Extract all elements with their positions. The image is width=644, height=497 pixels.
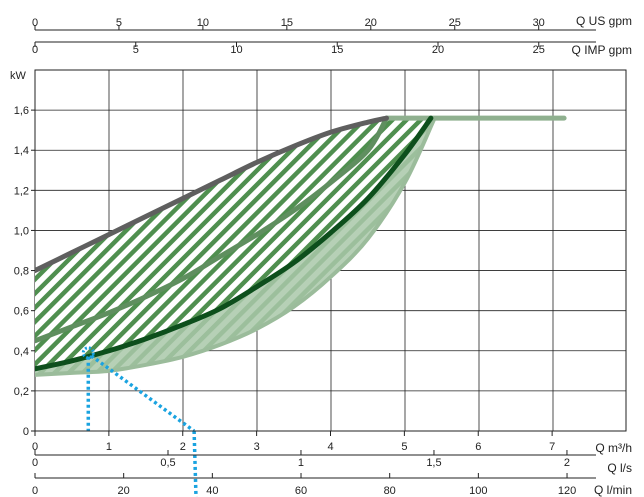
x-tick-label: 7 bbox=[549, 441, 555, 453]
x-tick-label: 100 bbox=[469, 485, 487, 497]
x-tick-label: 0 bbox=[32, 441, 38, 453]
x-tick-label: 0 bbox=[32, 485, 38, 497]
axis-unit-label: Q US gpm bbox=[576, 14, 632, 28]
y-tick-label: 0,4 bbox=[14, 346, 29, 358]
series-main-curve bbox=[35, 115, 434, 372]
x-tick-label: 5 bbox=[401, 441, 407, 453]
x-tick-label: 10 bbox=[197, 17, 209, 29]
x-tick-label: 15 bbox=[331, 44, 343, 56]
y-tick-label: 0,8 bbox=[14, 266, 29, 278]
series-inner-boundary bbox=[35, 115, 389, 344]
marker-layer bbox=[81, 346, 196, 431]
x-tick-label: 20 bbox=[365, 17, 377, 29]
y-tick-label: 1,6 bbox=[14, 105, 29, 117]
x-tick-label: 120 bbox=[558, 485, 576, 497]
y-axis-label: kW bbox=[10, 70, 27, 82]
x-tick-label: 1,5 bbox=[426, 457, 441, 469]
axis-unit-label: Q IMP gpm bbox=[572, 43, 632, 57]
lower-band-fill bbox=[35, 118, 435, 375]
series-layer bbox=[35, 115, 567, 377]
x-tick-label: 3 bbox=[254, 441, 260, 453]
x-tick-label: 60 bbox=[295, 485, 307, 497]
x-tick-label: 5 bbox=[116, 17, 122, 29]
y-tick-label: 0,2 bbox=[14, 386, 29, 398]
x-tick-label: 0 bbox=[32, 17, 38, 29]
x-tick-label: 0 bbox=[32, 44, 38, 56]
x-tick-label: 25 bbox=[533, 44, 545, 56]
x-tick-label: 0,5 bbox=[160, 457, 175, 469]
x-tick-label: 10 bbox=[230, 44, 242, 56]
x-tick-label: 1 bbox=[298, 457, 304, 469]
x-tick-label: 1 bbox=[106, 441, 112, 453]
y-tick-label: 1,2 bbox=[14, 185, 29, 197]
marker-leader-line-ext bbox=[192, 430, 198, 497]
axis-unit-label: Q m³/h bbox=[595, 441, 632, 455]
y-tick-label: 0,6 bbox=[14, 306, 29, 318]
x-tick-label: 5 bbox=[133, 44, 139, 56]
axes-layer: 00,20,40,60,81,01,21,41,60 5 10 15 20 25 30 Q U… bbox=[14, 14, 632, 497]
x-tick-label: 20 bbox=[432, 44, 444, 56]
x-tick-label: 4 bbox=[327, 441, 333, 453]
x-tick-label: 30 bbox=[533, 17, 545, 29]
y-tick-label: 1,0 bbox=[14, 225, 29, 237]
x-tick-label: 20 bbox=[118, 485, 130, 497]
x-tick-label: 2 bbox=[180, 441, 186, 453]
x-tick-label: 80 bbox=[384, 485, 396, 497]
y-tick-label: 1,4 bbox=[14, 145, 29, 157]
series-lower-bound bbox=[35, 116, 437, 377]
x-tick-label: 2 bbox=[564, 457, 570, 469]
marker-point bbox=[81, 346, 95, 360]
x-tick-label: 15 bbox=[281, 17, 293, 29]
x-tick-label: 6 bbox=[475, 441, 481, 453]
x-tick-label: 0 bbox=[32, 457, 38, 469]
axis-unit-label: Q l/s bbox=[607, 461, 632, 475]
series-upper-bound bbox=[35, 115, 389, 274]
y-tick-label: 0 bbox=[23, 426, 29, 438]
axis-unit-label: Q l/min bbox=[594, 483, 632, 497]
x-tick-label: 25 bbox=[449, 17, 461, 29]
x-tick-label: 40 bbox=[206, 485, 218, 497]
